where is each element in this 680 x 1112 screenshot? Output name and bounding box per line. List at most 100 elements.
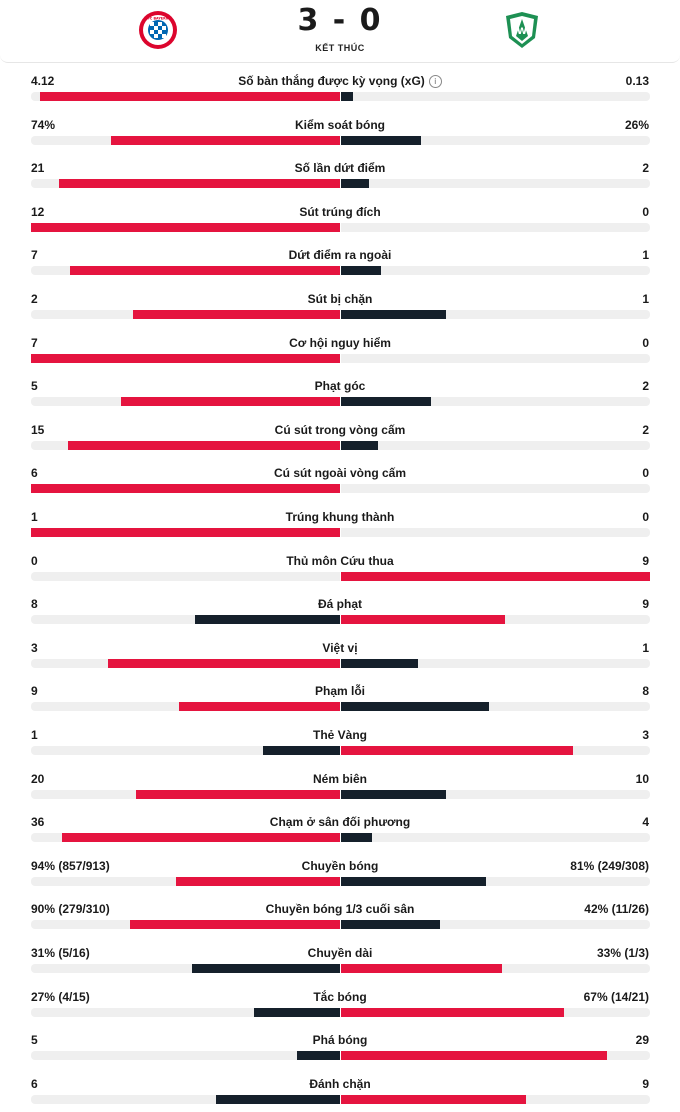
away-stat-bar [341,266,382,276]
away-stat-value: 67% (14/21) [583,989,649,1004]
stat-name: Thẻ Vàng [0,728,680,742]
away-stat-bar-track [341,876,650,886]
home-stat-bar [262,746,340,755]
stat-name-label: Số bàn thắng được kỳ vọng (xG) [238,74,425,88]
stat-name: Dứt điểm ra ngoài [0,248,680,262]
bayern-munich-crest-icon[interactable]: FC BAYERN [138,10,178,50]
away-stat-bar-track [341,571,650,581]
home-stat-value: 15 [31,422,45,437]
stat-name: Trúng khung thành [0,510,680,524]
stat-row: 5 Phạt góc 2 [0,371,680,415]
away-stat-bar-track [341,528,650,537]
away-stat-value: 3 [642,728,649,742]
home-stat-bar [133,310,340,319]
stat-row: 0 Thủ môn Cứu thua 9 [0,546,680,590]
away-stat-value: 81% (249/308) [570,858,649,873]
home-stat-bar [61,833,340,843]
stat-name-label: Phạm lỗi [314,684,365,699]
home-stat-value: 6 [31,466,38,481]
stat-name: Phá bóng [0,1033,680,1047]
away-stat-bar-track [341,353,650,363]
home-stat-bar [296,1051,340,1061]
away-stat-bar [341,397,431,407]
stat-name: Cú sút trong vòng cấm [0,423,680,437]
stat-row: 6 Cú sút ngoài vòng cấm 0 [0,458,680,502]
home-stat-bar [120,397,340,407]
stat-row: 2 Sút bị chặn 1 [0,284,680,328]
stat-name-label: Cú sút trong vòng cấm [274,422,406,437]
away-stat-value: 0 [642,335,649,350]
home-stat-bar-track [31,833,340,843]
stat-name: Chuyền bóng [0,859,680,873]
away-stat-bar [341,920,440,930]
away-stat-bar [341,92,354,101]
home-stat-bar [111,135,340,145]
home-stat-bar-track [31,702,340,712]
home-stat-value: 0 [31,553,38,568]
away-stat-bar-track [341,658,650,668]
stat-name-label: Thủ môn Cứu thua [286,553,394,568]
away-stat-bar-track [341,135,650,145]
away-stat-bar [341,833,372,843]
home-stat-value: 2 [31,292,38,306]
home-stat-value: 1 [31,728,38,742]
stat-name: Chạm ở sân đối phương [0,815,680,829]
stat-row: 21 Số lần dứt điểm 2 [0,153,680,197]
home-stat-bar [191,964,340,973]
home-stat-bar [68,440,340,450]
away-stat-bar [341,571,650,581]
home-stat-value: 36 [31,815,45,830]
stat-row: 7 Cơ hội nguy hiểm 0 [0,328,680,372]
home-stat-bar [216,1094,340,1104]
home-stat-value: 27% (4/15) [31,989,90,1004]
away-stat-bar [341,135,422,145]
home-stat-bar-track [31,179,340,189]
away-stat-value: 9 [642,1076,649,1091]
away-stat-value: 1 [642,640,649,655]
home-stat-bar-track [31,397,340,407]
away-stat-bar-track [341,266,650,276]
home-stat-bar-track [31,440,340,450]
stat-name: Ném biên [0,772,680,786]
stat-row: 94% (857/913) Chuyền bóng 81% (249/308) [0,851,680,895]
svg-text:W: W [517,27,527,37]
away-stat-bar [341,746,573,755]
stat-name-label: Thẻ Vàng [312,728,367,742]
stat-row: 31% (5/16) Chuyền dài 33% (1/3) [0,938,680,982]
stat-name-label: Chuyền bóng 1/3 cuối sân [265,902,415,917]
away-stat-bar-track [341,310,650,319]
home-stat-bar-track [31,1094,340,1104]
home-stat-value: 21 [31,161,45,176]
away-stat-bar [341,310,447,319]
stat-name-label: Phạt góc [314,379,366,394]
home-stat-value: 20 [31,771,45,786]
away-stat-bar [341,789,447,799]
away-stat-value: 10 [635,771,649,786]
stat-name: Phạm lỗi [0,684,680,698]
home-stat-value: 7 [31,335,38,350]
stat-row: 12 Sút trúng đích 0 [0,197,680,241]
stat-name-label: Sút bị chặn [307,292,373,306]
stat-name: Tắc bóng [0,990,680,1004]
stat-row: 8 Đá phạt 9 [0,589,680,633]
home-stat-value: 74% [31,117,56,132]
away-stat-bar [341,1051,607,1061]
stat-name: Chuyền bóng 1/3 cuối sân [0,902,680,916]
stat-name: Đá phạt [0,597,680,611]
away-stat-value: 2 [642,161,649,176]
home-stat-value: 4.12 [31,74,55,88]
stat-name: Kiểm soát bóng [0,118,680,132]
svg-text:FC BAYERN: FC BAYERN [147,17,168,21]
home-stat-value: 90% (279/310) [31,902,110,917]
away-stat-bar-track [341,1051,650,1061]
home-stat-bar-track [31,92,340,101]
home-stat-bar [31,484,340,494]
away-stat-bar-track [341,1094,650,1104]
info-icon[interactable]: i [428,75,442,88]
stat-row: 9 Phạm lỗi 8 [0,676,680,720]
away-stat-value: 8 [642,684,649,699]
away-stat-bar-track [341,179,650,189]
home-stat-bar-track [31,135,340,145]
home-stat-bar [129,920,340,930]
werder-bremen-crest-icon[interactable]: W [502,10,542,50]
